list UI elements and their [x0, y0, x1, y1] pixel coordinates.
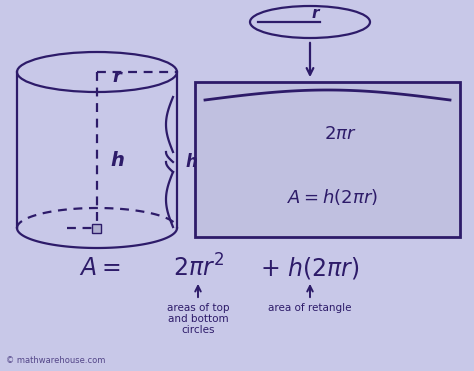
Text: © mathwarehouse.com: © mathwarehouse.com	[6, 356, 105, 365]
Text: h: h	[110, 151, 124, 170]
Text: $A = h(2\pi r)$: $A = h(2\pi r)$	[287, 187, 378, 207]
Text: r: r	[112, 68, 121, 86]
Text: $2\pi r^2$: $2\pi r^2$	[173, 255, 224, 282]
Text: r: r	[311, 6, 319, 20]
Text: area of retangle: area of retangle	[268, 303, 352, 313]
FancyBboxPatch shape	[195, 82, 460, 237]
Text: and bottom: and bottom	[168, 314, 228, 324]
Bar	[92, 223, 101, 233]
Text: $A = $: $A = $	[79, 256, 121, 280]
Text: $+\ h(2\pi r)$: $+\ h(2\pi r)$	[260, 255, 360, 281]
Text: circles: circles	[181, 325, 215, 335]
Text: h: h	[185, 153, 197, 171]
Text: areas of top: areas of top	[167, 303, 229, 313]
Text: $2\pi r$: $2\pi r$	[324, 125, 357, 143]
